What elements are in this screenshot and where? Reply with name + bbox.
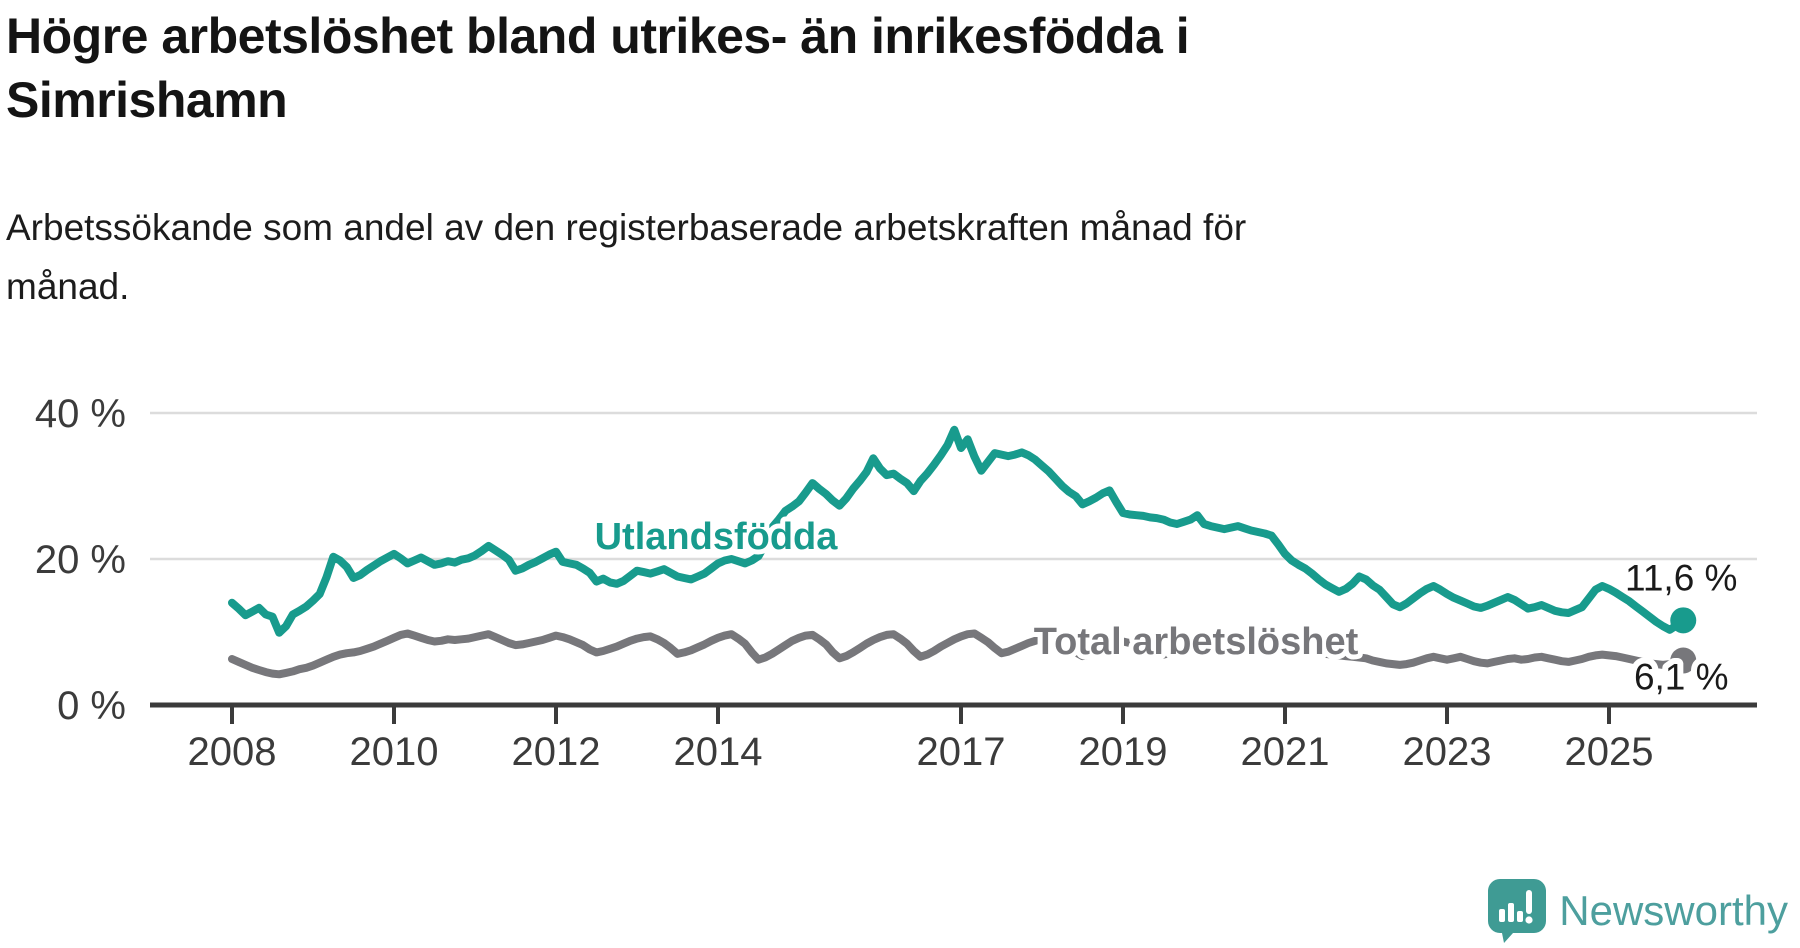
y-tick-label-40: 40 % (35, 392, 126, 436)
series-line-utlandsfodda (228, 425, 1688, 637)
y-tick-label-20: 20 % (35, 538, 126, 582)
x-tick-label-2025: 2025 (1565, 730, 1654, 774)
x-tick-label-2008: 2008 (188, 730, 277, 774)
y-tick-label-0: 0 % (57, 684, 126, 728)
x-tick-label-2021: 2021 (1241, 730, 1330, 774)
chart-subtitle: Arbetssökande som andel av den registerb… (6, 207, 1247, 308)
x-tick-label-2023: 2023 (1403, 730, 1492, 774)
end-dot-utlandsfodda (1670, 607, 1697, 634)
speech-bubble-shape (1488, 879, 1547, 943)
chart-title: Högre arbetslöshet bland utrikes- än inr… (6, 8, 1190, 128)
x-tick-label-2010: 2010 (350, 730, 439, 774)
series-lines (228, 425, 1688, 679)
newsworthy-wordmark: Newsworthy (1559, 887, 1788, 934)
axis-tick-labels: 0 % 20 % 40 % 2008 2010 2012 2014 2017 2019 2021 2… (35, 392, 1654, 774)
end-markers-and-values: 11,6 % 6,1 % (1625, 557, 1737, 703)
end-value-label-utlandsfodda: 11,6 % (1625, 557, 1737, 598)
newsworthy-logo: Newsworthy (1487, 878, 1788, 944)
x-axis (150, 702, 1757, 724)
end-dot-total (1670, 647, 1697, 674)
series-label-total: Total arbetslöshet (1034, 621, 1359, 663)
series-label-utlandsfodda: Utlandsfödda (595, 516, 839, 558)
x-tick-label-2012: 2012 (512, 730, 601, 774)
series-inline-labels: Utlandsfödda Total arbetslöshet (590, 511, 1364, 668)
x-tick-label-2017: 2017 (917, 730, 1006, 774)
x-tick-label-2014: 2014 (674, 730, 763, 774)
bar-chart-glyph (1499, 890, 1533, 924)
newsworthy-logo-icon (1488, 879, 1547, 943)
series-line-total (228, 629, 1688, 679)
x-tick-label-2019: 2019 (1079, 730, 1168, 774)
end-value-label-total: 6,1 % (1634, 656, 1729, 697)
